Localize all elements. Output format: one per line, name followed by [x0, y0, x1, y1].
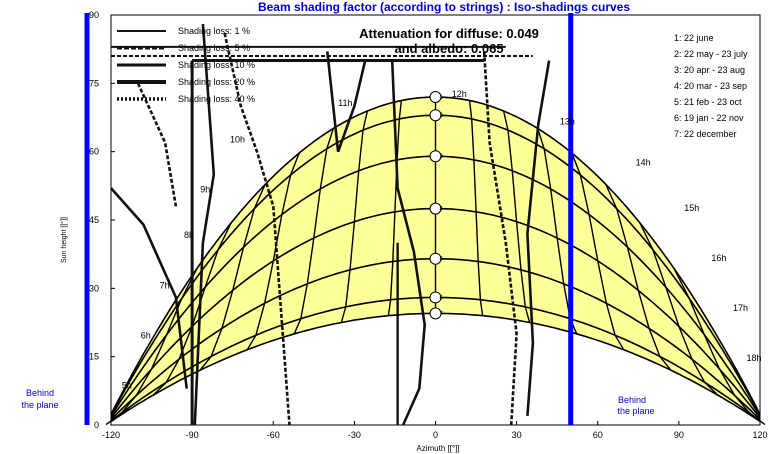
behind-right-line-2: the plane	[617, 406, 654, 416]
noon-marker-3	[429, 150, 442, 163]
x-tick-label-7: 90	[674, 430, 684, 440]
attenuation-line-1: Attenuation for diffuse: 0.049	[359, 26, 539, 41]
hour-label-1: 6h	[141, 330, 151, 340]
x-tick-label-8: 120	[752, 430, 767, 440]
hour-label-4: 9h	[200, 185, 210, 195]
y-tick-label-5: 75	[89, 78, 99, 88]
x-axis-label: Azimuth [[°]]	[416, 444, 459, 453]
legend-date-5: 6: 19 jan - 22 nov	[674, 113, 744, 123]
shading-curve-6	[110, 187, 188, 389]
x-tick-label-0: -120	[102, 430, 120, 440]
noon-marker-label-7: 7	[440, 311, 444, 317]
shading-curve-5	[526, 60, 551, 416]
legend-date-0: 1: 22 june	[674, 33, 714, 43]
legend-shading-label-4: Shading loss: 40 %	[178, 94, 255, 104]
hour-label-13: 18h	[746, 353, 761, 363]
legend-shading-label-3: Shading loss: 20 %	[178, 77, 255, 87]
noon-marker-5	[429, 252, 442, 265]
hour-label-6: 11h	[338, 98, 352, 108]
x-tick-label-5: 30	[512, 430, 522, 440]
hour-label-8: 13h	[560, 116, 575, 126]
x-tick-label-4: 0	[433, 430, 438, 440]
legend-date-6: 7: 22 december	[674, 129, 737, 139]
noon-marker-label-6: 6	[440, 295, 444, 301]
y-axis-label: Sun height [[°]]	[60, 217, 68, 263]
x-tick-label-2: -60	[267, 430, 280, 440]
chart-title: Beam shading factor (according to string…	[258, 0, 630, 14]
hour-label-5: 10h	[230, 135, 245, 145]
behind-left-line-2: the plane	[21, 400, 58, 410]
attenuation-line-2: and albedo: 0.065	[394, 41, 503, 56]
x-tick-label-6: 60	[593, 430, 603, 440]
shading-curve-1	[223, 32, 291, 426]
legend-date-1: 2: 22 may - 23 july	[674, 49, 748, 59]
behind-left-line-1: Behind	[26, 388, 54, 398]
shading-curve-2	[326, 51, 367, 153]
noon-marker-label-4: 4	[440, 207, 444, 213]
legend-shading-label-2: Shading loss: 10 %	[178, 60, 255, 70]
noon-marker-4	[429, 202, 442, 215]
legend-date-4: 5: 21 feb - 23 oct	[674, 97, 742, 107]
hour-label-11: 16h	[711, 253, 726, 263]
noon-marker-label-5: 5	[440, 257, 444, 263]
hour-label-2: 7h	[160, 280, 170, 290]
hour-label-10: 15h	[684, 203, 699, 213]
shading-curve-4	[482, 51, 518, 426]
noon-marker-1	[429, 91, 442, 103]
legend-date-2: 3: 20 apr - 23 aug	[674, 65, 745, 75]
y-tick-label-2: 30	[89, 283, 99, 293]
noon-marker-2	[429, 109, 442, 122]
y-tick-label-3: 45	[89, 215, 99, 225]
x-tick-label-3: -30	[348, 430, 361, 440]
hour-label-3: 8h	[184, 230, 194, 240]
noon-marker-label-3: 3	[440, 154, 444, 160]
x-tick-label-1: -90	[186, 430, 199, 440]
shading-curve-0	[193, 24, 216, 426]
y-tick-label-6: 90	[89, 10, 99, 20]
noon-marker-7	[429, 307, 442, 320]
noon-marker-label-2: 2	[440, 113, 444, 119]
legend-shading-label-0: Shading loss: 1 %	[178, 26, 250, 36]
legend-shading-label-1: Shading loss: 5 %	[178, 43, 250, 53]
hour-label-0: 5h	[122, 381, 132, 391]
y-tick-label-0: 0	[94, 420, 99, 430]
hour-label-7: 12h	[452, 89, 467, 99]
legend-date-3: 4: 20 mar - 23 sep	[674, 81, 747, 91]
shading-curve-3	[390, 60, 427, 426]
noon-marker-label-1: 1	[440, 95, 444, 101]
shading-curve-7	[136, 82, 178, 207]
y-tick-label-4: 60	[89, 147, 99, 157]
hour-label-12: 17h	[733, 303, 748, 313]
behind-right-line-1: Behind	[618, 395, 646, 405]
y-tick-label-1: 15	[89, 352, 99, 362]
noon-marker-6	[429, 291, 442, 304]
hour-label-9: 14h	[636, 157, 651, 167]
